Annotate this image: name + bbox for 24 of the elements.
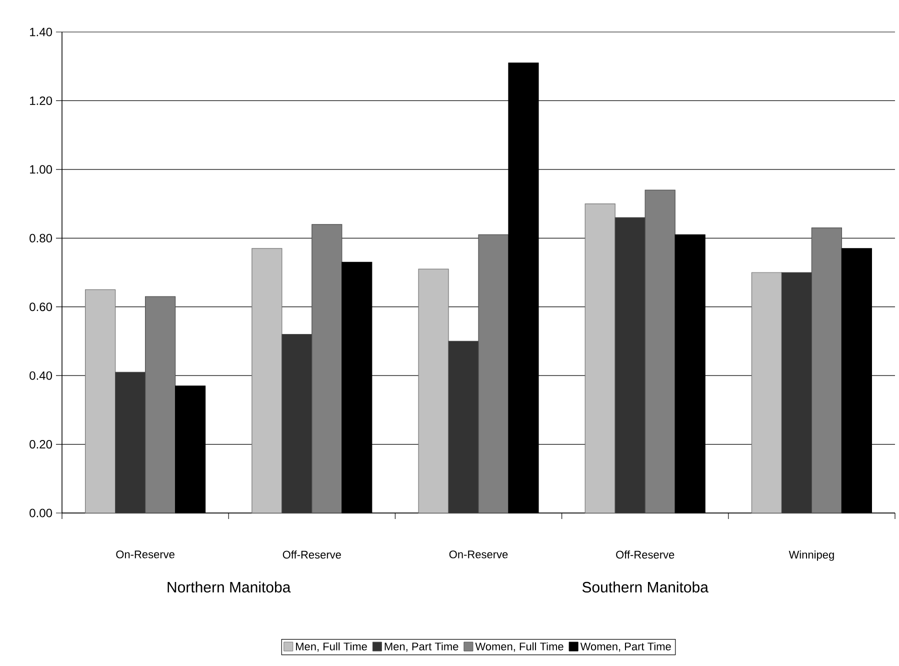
x-tick-label: Winnipeg	[788, 550, 834, 561]
text: Northern Manitoba	[168, 581, 291, 593]
y-tick-label: 0.60	[30, 302, 52, 312]
bar	[584, 203, 616, 514]
x-tick-label: Off-Reserve	[282, 550, 341, 559]
y-tick-label: 0.00	[30, 508, 52, 518]
legend-label: Women, Part Time	[580, 642, 671, 652]
y-tick-label: 0.20	[30, 440, 52, 449]
bar	[751, 272, 782, 514]
text: Southern Manitoba	[582, 581, 708, 593]
x-tick-label: On-Reserve	[449, 550, 508, 558]
bar	[418, 268, 449, 514]
y-tick-label: 1.00	[30, 165, 52, 174]
legend-label: Men, Full Time	[296, 642, 367, 652]
bar	[252, 248, 282, 514]
x-tick-label: On-Reserve	[116, 550, 174, 558]
legend-label: Women, Full Time	[475, 642, 564, 652]
y-tick-label: 0.40	[30, 371, 52, 380]
y-tick-label: 1.40	[30, 28, 52, 36]
x-tick-label: Off-Reserve	[616, 550, 674, 559]
y-tick-label: 0.80	[30, 234, 52, 242]
legend-label: Men, Part Time	[384, 642, 458, 652]
y-tick-label: 1.20	[30, 96, 52, 105]
bar	[85, 289, 116, 514]
